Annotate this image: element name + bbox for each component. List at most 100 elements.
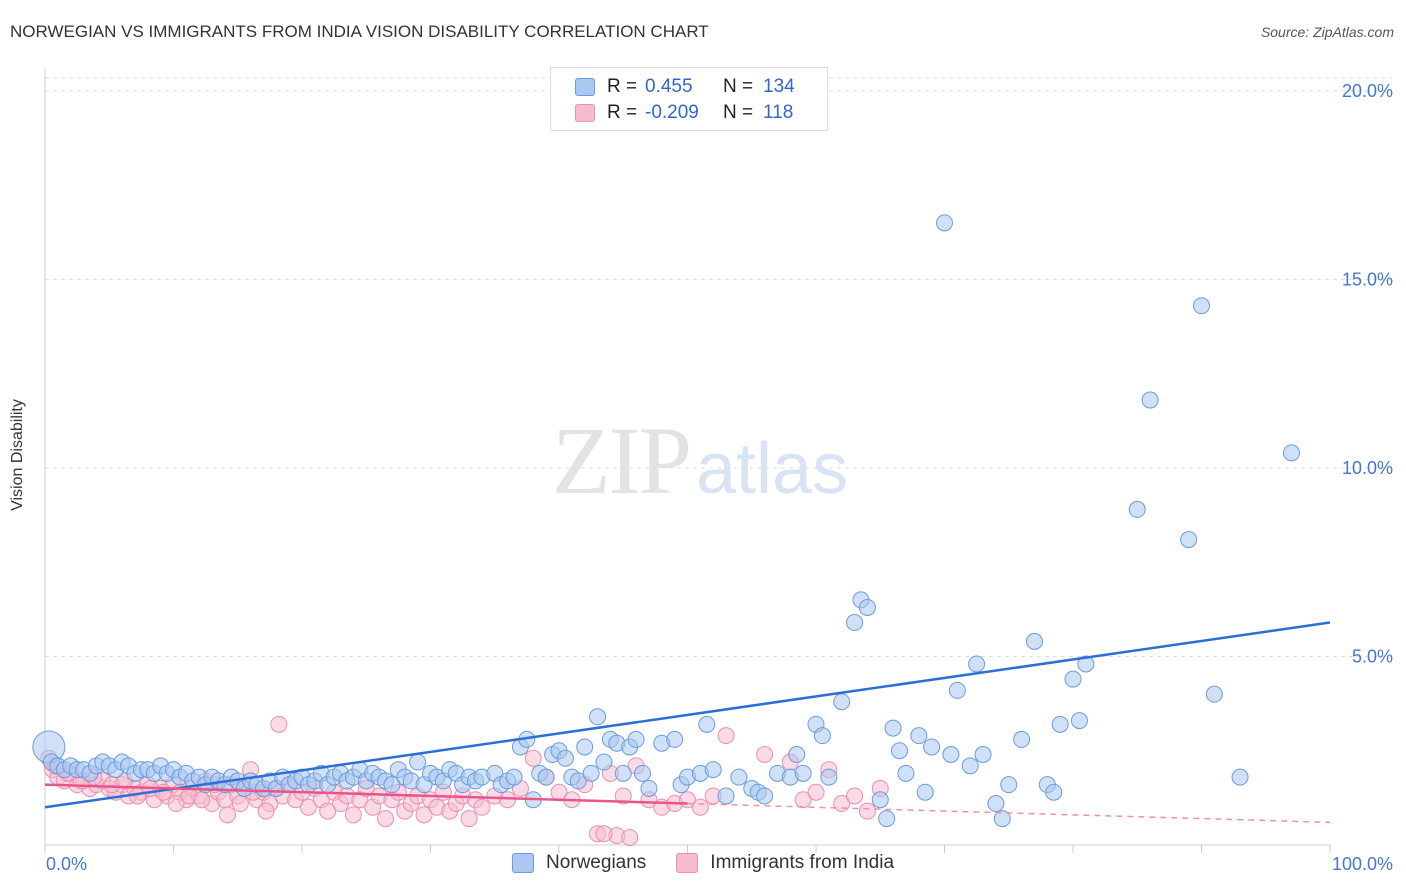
norwegian-point (1064, 670, 1082, 688)
india-point (377, 810, 395, 828)
norwegian-point (730, 768, 748, 786)
legend-item-india: Immigrants from India (676, 852, 894, 874)
norwegian-point (1231, 768, 1249, 786)
legend-row-india: R = -0.209 N = 118 (575, 101, 793, 125)
norwegian-point (878, 810, 896, 828)
norwegian-point (614, 764, 632, 782)
india-point (299, 798, 317, 816)
norwegian-point (569, 772, 587, 790)
norwegian-point (582, 764, 600, 782)
norwegian-point (1282, 444, 1300, 462)
norwegian-point (916, 783, 934, 801)
norwegian-point (1051, 715, 1069, 733)
legend-label-india: Immigrants from India (710, 852, 895, 873)
norwegian-point (627, 730, 645, 748)
norwegian-point (858, 598, 876, 616)
norwegian-point (1205, 685, 1223, 703)
norwegian-point (1025, 632, 1043, 650)
y-tick-label: 20.0% (1342, 81, 1393, 101)
norwegian-point (1077, 655, 1095, 673)
norwegian-point (846, 614, 864, 632)
watermark-atlas: atlas (696, 429, 849, 509)
legend-n-value: 118 (763, 102, 794, 123)
india-point (460, 810, 478, 828)
india-trend-line-extrapolated (687, 802, 1331, 824)
legend-r-value: 0.455 (645, 76, 693, 97)
norwegian-point (974, 746, 992, 764)
y-tick-label: 10.0% (1342, 458, 1393, 478)
india-point (595, 825, 613, 843)
norwegian-point (942, 746, 960, 764)
norwegian-point (537, 768, 555, 786)
norwegian-point (704, 761, 722, 779)
india-point (319, 802, 337, 820)
norwegian-point (383, 776, 401, 794)
norwegian-point (788, 746, 806, 764)
legend-r-key: R = (607, 102, 638, 123)
india-point (614, 787, 632, 805)
norwegian-point (1013, 730, 1031, 748)
legend-label-norwegians: Norwegians (545, 852, 647, 873)
legend-item-norwegians: Norwegians (511, 852, 647, 874)
legend-swatch-india (676, 853, 699, 873)
norwegian-point (698, 715, 716, 733)
norwegian-point (820, 768, 838, 786)
source-label: Source: ZipAtlas.com (1260, 24, 1394, 40)
india-point (846, 787, 864, 805)
norwegian-point (936, 214, 953, 232)
india-point (621, 828, 639, 846)
norwegian-point (897, 764, 915, 782)
india-point (270, 715, 288, 733)
norwegian-point (756, 787, 774, 805)
series-legend: Norwegians Immigrants from India (0, 852, 1406, 874)
x-tick-label-min: 0.0% (46, 854, 87, 874)
india-point (344, 806, 362, 824)
y-tick-label: 5.0% (1352, 646, 1393, 666)
norwegian-trend-line (44, 621, 1331, 809)
norwegian-point (1128, 500, 1146, 518)
india-point (794, 791, 812, 809)
norwegian-point (968, 655, 986, 673)
watermark: ZIPatlas (552, 405, 848, 516)
india-trend-line (44, 783, 688, 805)
norwegian-point (589, 708, 607, 726)
norwegian-point (871, 791, 889, 809)
norwegian-point (910, 727, 928, 745)
india-point (231, 795, 249, 813)
legend-swatch-norwegians (511, 853, 534, 873)
india-point (807, 783, 825, 801)
legend-row-norwegians: R = 0.455 N = 134 (575, 75, 795, 99)
india-point (499, 791, 517, 809)
norwegian-point (1180, 531, 1198, 549)
norwegian-point (961, 757, 979, 775)
norwegian-point (409, 753, 427, 771)
norwegian-point (505, 768, 523, 786)
x-tick-label-max: 100.0% (1332, 854, 1393, 874)
legend-swatch-pink (575, 104, 595, 122)
norwegian-point (595, 753, 613, 771)
norwegian-point (813, 727, 831, 745)
legend-r-key: R = (607, 76, 638, 97)
norwegian-point (884, 719, 902, 737)
norwegian-point (1070, 712, 1088, 730)
y-tick-label: 15.0% (1342, 269, 1393, 289)
india-point (524, 749, 542, 767)
norwegian-point (833, 693, 851, 711)
norwegian-point (634, 764, 652, 782)
legend-n-key: N = (723, 102, 754, 123)
norwegian-point (640, 779, 658, 797)
india-point (257, 802, 275, 820)
legend-r-value: -0.209 (645, 102, 699, 123)
india-point (415, 806, 433, 824)
norwegian-point (1193, 297, 1210, 315)
norwegian-point (576, 738, 594, 756)
norwegian-point (717, 787, 735, 805)
india-point (858, 802, 876, 820)
norwegian-point (794, 764, 812, 782)
norwegian-point (923, 738, 941, 756)
norwegian-point (993, 810, 1011, 828)
legend-n-value: 134 (763, 76, 795, 97)
norwegian-point (1000, 776, 1018, 794)
india-point (717, 727, 735, 745)
